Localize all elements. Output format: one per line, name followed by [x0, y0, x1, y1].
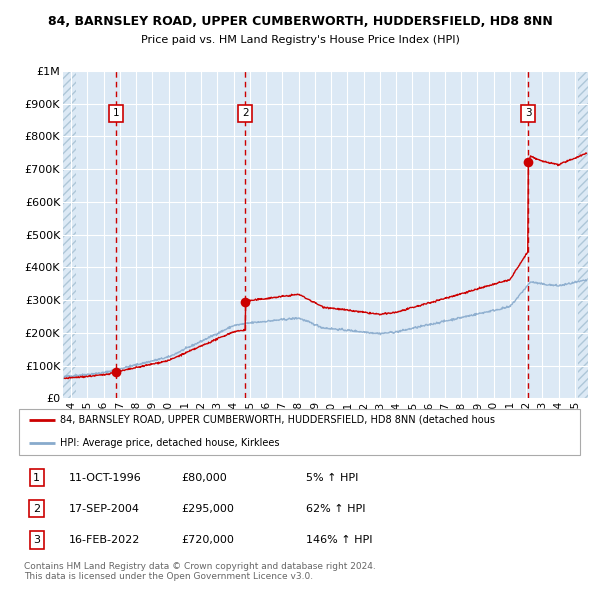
- Bar: [63, 71, 76, 398]
- Text: 2: 2: [33, 504, 40, 514]
- Text: 3: 3: [525, 109, 532, 119]
- Text: 17-SEP-2004: 17-SEP-2004: [69, 504, 140, 514]
- Text: HPI: Average price, detached house, Kirklees: HPI: Average price, detached house, Kirk…: [60, 438, 280, 448]
- Text: 62% ↑ HPI: 62% ↑ HPI: [305, 504, 365, 514]
- Text: 2: 2: [242, 109, 248, 119]
- Bar: [578, 71, 588, 398]
- Text: 3: 3: [33, 535, 40, 545]
- Text: 16-FEB-2022: 16-FEB-2022: [69, 535, 140, 545]
- Text: Contains HM Land Registry data © Crown copyright and database right 2024.
This d: Contains HM Land Registry data © Crown c…: [24, 562, 376, 581]
- Text: 1: 1: [33, 473, 40, 483]
- Text: £295,000: £295,000: [182, 504, 235, 514]
- Text: £720,000: £720,000: [182, 535, 235, 545]
- Text: 84, BARNSLEY ROAD, UPPER CUMBERWORTH, HUDDERSFIELD, HD8 8NN: 84, BARNSLEY ROAD, UPPER CUMBERWORTH, HU…: [47, 15, 553, 28]
- Text: 1: 1: [113, 109, 119, 119]
- Text: 146% ↑ HPI: 146% ↑ HPI: [305, 535, 372, 545]
- Text: 5% ↑ HPI: 5% ↑ HPI: [305, 473, 358, 483]
- FancyBboxPatch shape: [19, 409, 580, 455]
- Text: Price paid vs. HM Land Registry's House Price Index (HPI): Price paid vs. HM Land Registry's House …: [140, 35, 460, 45]
- Text: 84, BARNSLEY ROAD, UPPER CUMBERWORTH, HUDDERSFIELD, HD8 8NN (detached hous: 84, BARNSLEY ROAD, UPPER CUMBERWORTH, HU…: [60, 415, 496, 425]
- Text: £80,000: £80,000: [182, 473, 227, 483]
- Text: 11-OCT-1996: 11-OCT-1996: [69, 473, 142, 483]
